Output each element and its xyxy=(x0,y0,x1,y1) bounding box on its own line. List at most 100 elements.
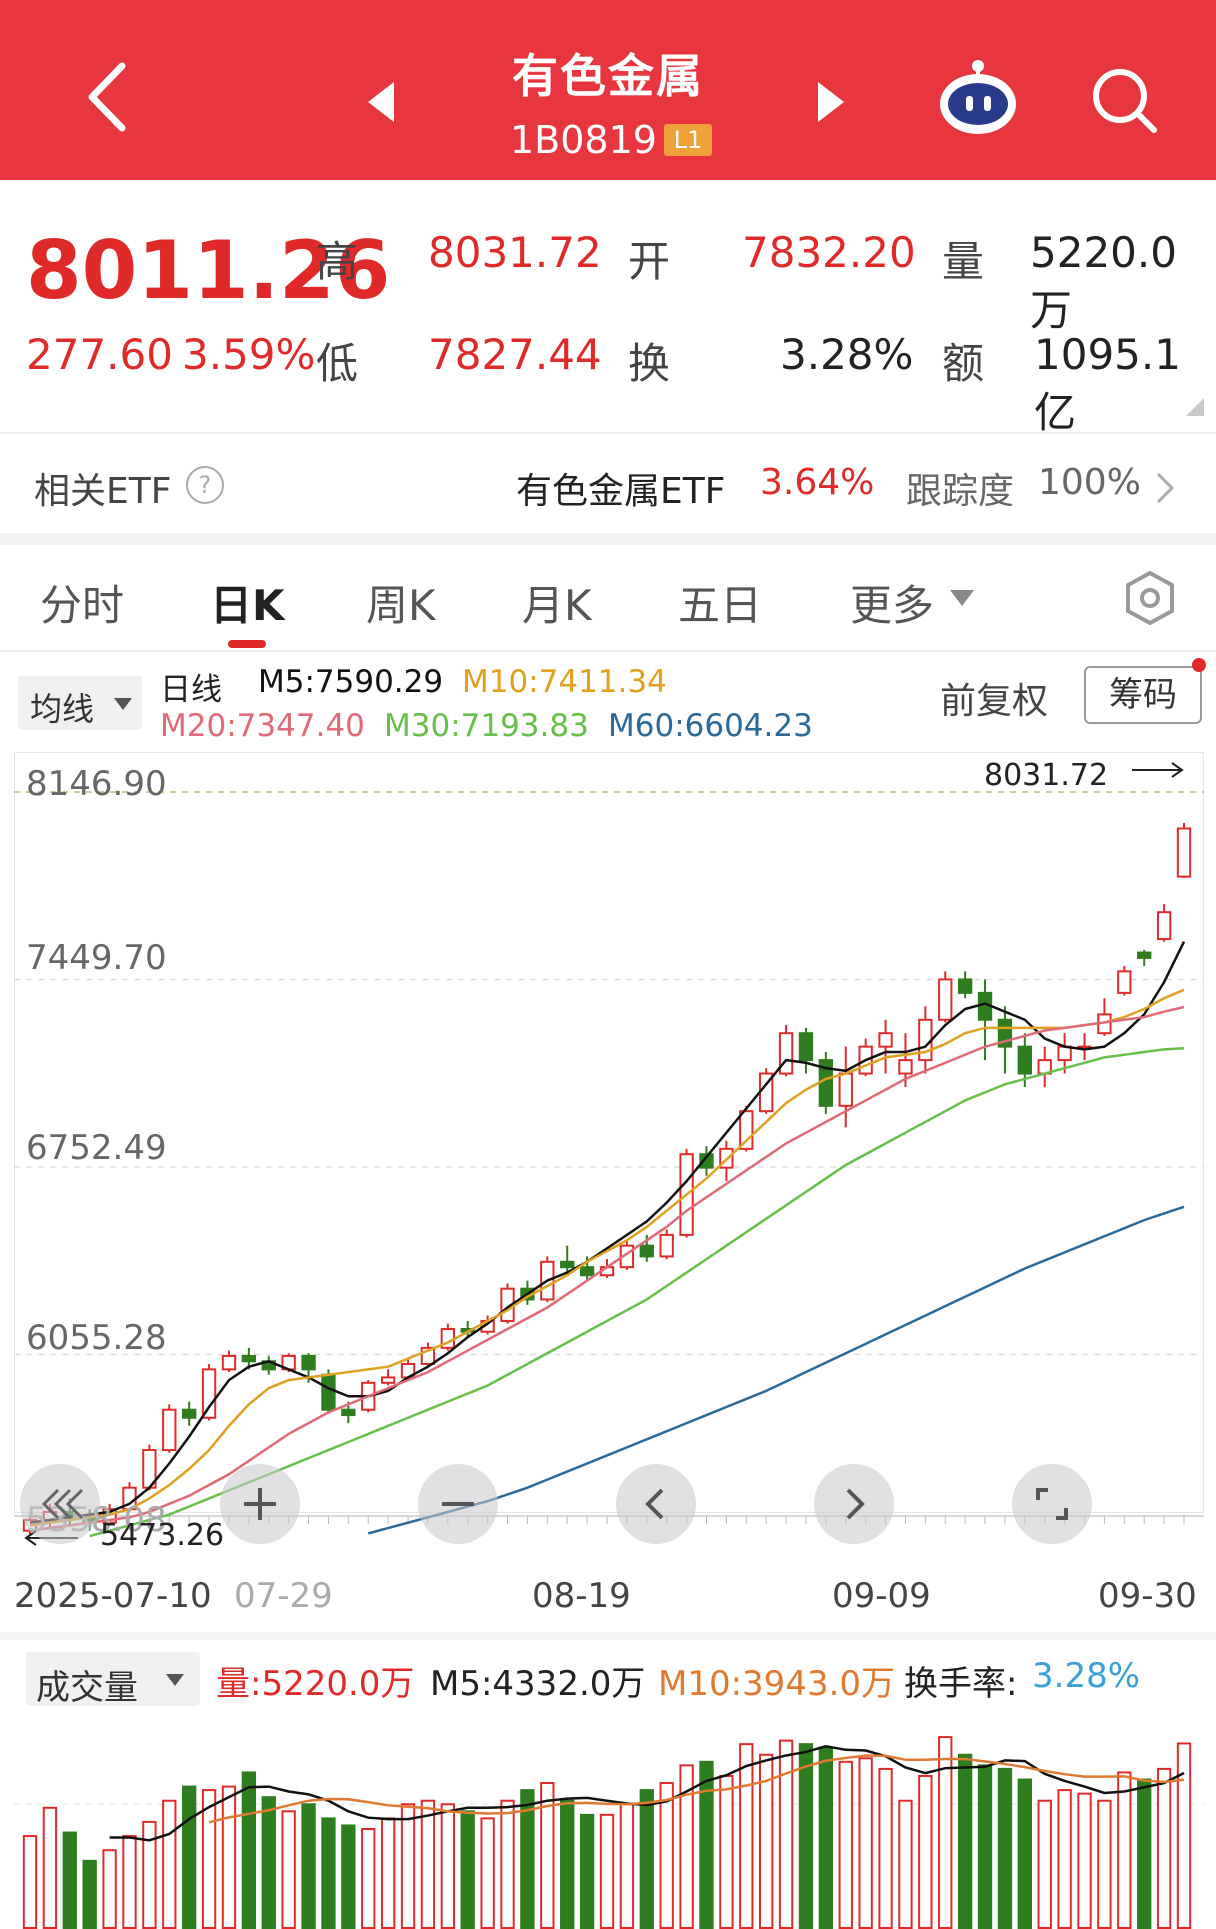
volume-bar xyxy=(321,1817,336,1929)
candle xyxy=(818,1052,834,1114)
volume-bar xyxy=(918,1774,933,1929)
volume-bar xyxy=(1117,1771,1132,1929)
candlestick-chart[interactable] xyxy=(14,752,1204,1552)
candle-body xyxy=(778,1032,794,1075)
y-tick-label: 6752.49 xyxy=(26,1128,167,1168)
candle xyxy=(1176,822,1192,878)
volume-bar xyxy=(460,1810,475,1929)
tab-monthly-k[interactable]: 月K xyxy=(522,581,592,630)
volume-bar xyxy=(719,1774,734,1929)
volume-bar xyxy=(759,1753,774,1929)
candle-body xyxy=(918,1018,933,1062)
scroll-left-fast-button[interactable] xyxy=(20,1464,100,1544)
volume-bar xyxy=(520,1789,535,1929)
volume-bar xyxy=(162,1799,177,1929)
chip-button[interactable]: 筹码 xyxy=(1084,666,1202,724)
volume-bar xyxy=(1077,1792,1092,1929)
volume-bar xyxy=(341,1824,356,1929)
x-tick-label: 09-30 xyxy=(1098,1576,1197,1616)
amount-label: 额 xyxy=(942,339,985,388)
volume-ma-line xyxy=(208,1754,1185,1824)
candle-body xyxy=(341,1408,356,1417)
volume-bar xyxy=(560,1799,575,1929)
ma10-label: M10:7411.34 xyxy=(462,664,667,700)
ma30-label: M30:7193.83 xyxy=(384,708,589,744)
track-value: 100% xyxy=(1038,462,1141,503)
tab-five-day[interactable]: 五日 xyxy=(678,581,763,630)
candle-body xyxy=(957,978,973,994)
turnover-value: 3.28% xyxy=(780,330,914,379)
volume-bar xyxy=(898,1799,913,1929)
volume-bar xyxy=(22,1835,38,1929)
amount-value: 1095.1亿 xyxy=(1034,330,1181,437)
volume-bar xyxy=(361,1828,376,1929)
volume-bar xyxy=(739,1743,754,1929)
turnover-rate-label: 换手率: xyxy=(904,1664,1018,1704)
volume-bar xyxy=(281,1810,296,1929)
prev-stock-icon[interactable] xyxy=(368,82,394,122)
expand-corner-icon[interactable] xyxy=(1186,398,1204,416)
track-label: 跟踪度 xyxy=(906,471,1015,512)
app-header: 有色金属 1B0819 L1 xyxy=(0,0,1216,180)
volume-bar xyxy=(301,1803,316,1929)
volume-bar xyxy=(639,1789,654,1929)
next-stock-icon[interactable] xyxy=(818,82,844,122)
volume-chart[interactable] xyxy=(14,1716,1204,1929)
volume-bar xyxy=(938,1736,953,1929)
low-label: 低 xyxy=(316,339,359,388)
y-tick-label: 7449.70 xyxy=(26,938,167,978)
volume-m10: M10:3943.0万 xyxy=(658,1664,896,1704)
volume-bar xyxy=(1097,1799,1112,1929)
candle-body xyxy=(1057,1045,1072,1062)
ma-selector[interactable]: 均线 xyxy=(18,676,142,730)
candle xyxy=(182,1401,197,1426)
scroll-right-button[interactable] xyxy=(814,1464,894,1544)
ma-selector-caret-icon xyxy=(114,698,132,710)
divider xyxy=(0,432,1216,434)
volume-bar xyxy=(619,1803,635,1929)
candle-body xyxy=(659,1233,674,1258)
candle-body xyxy=(938,978,953,1021)
x-tick-label: 09-09 xyxy=(832,1576,931,1616)
search-icon[interactable] xyxy=(1090,66,1160,136)
ma5-label: M5:7590.29 xyxy=(258,664,444,700)
tab-daily-k[interactable]: 日K xyxy=(210,581,285,630)
help-icon[interactable]: ? xyxy=(186,466,224,504)
high-label: 高 xyxy=(316,237,359,286)
scroll-left-button[interactable] xyxy=(616,1464,696,1544)
etf-name[interactable]: 有色金属ETF xyxy=(516,471,726,512)
chevron-right-icon[interactable] xyxy=(1150,470,1180,506)
zoom-out-button[interactable] xyxy=(418,1464,498,1544)
tab-weekly-k[interactable]: 周K xyxy=(366,581,436,630)
back-icon[interactable] xyxy=(82,62,138,132)
settings-hex-icon[interactable] xyxy=(1122,570,1178,626)
fullscreen-button[interactable] xyxy=(1012,1464,1092,1544)
page-title: 有色金属 xyxy=(512,49,704,103)
x-tick-label: 07-29 xyxy=(234,1576,333,1616)
candle xyxy=(1037,1046,1052,1087)
max-price-label: 8031.72 xyxy=(984,758,1109,793)
tab-more[interactable]: 更多 xyxy=(850,581,935,630)
tab-intraday[interactable]: 分时 xyxy=(40,581,125,630)
candle-body xyxy=(878,1032,893,1048)
current-price: 8011.26 xyxy=(26,224,391,317)
chip-dot xyxy=(1192,658,1206,672)
candle xyxy=(1156,904,1172,942)
candle-body xyxy=(1137,951,1152,959)
volume-bar xyxy=(380,1817,396,1929)
candle-body xyxy=(221,1354,237,1371)
candle xyxy=(798,1027,814,1074)
candle xyxy=(420,1342,436,1367)
active-tab-indicator xyxy=(228,640,266,648)
volume-divider xyxy=(0,1632,1216,1640)
volume-selector-caret-icon xyxy=(166,1674,184,1686)
volume-bar xyxy=(599,1813,615,1929)
volume-bar xyxy=(579,1813,595,1929)
candle-body xyxy=(321,1373,336,1411)
volume-m5: M5:4332.0万 xyxy=(430,1664,646,1704)
volume-selector[interactable]: 成交量 xyxy=(26,1652,200,1708)
candle-body xyxy=(201,1368,217,1419)
adjust-label[interactable]: 前复权 xyxy=(940,681,1049,722)
zoom-in-button[interactable] xyxy=(220,1464,300,1544)
robot-assistant-icon[interactable] xyxy=(936,56,1020,140)
